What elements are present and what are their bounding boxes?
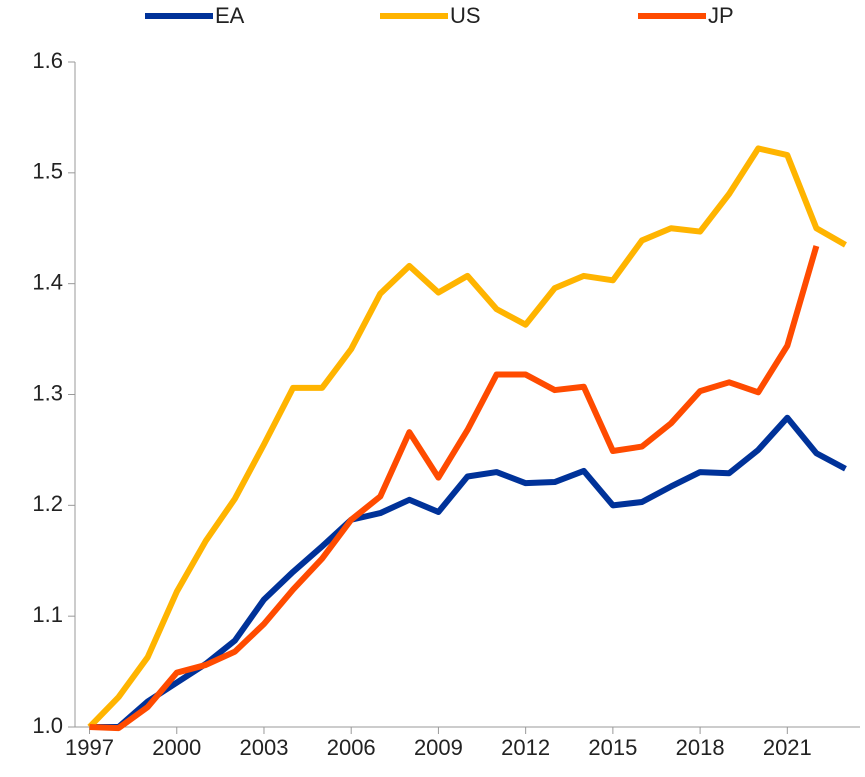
x-tick-label: 2000: [152, 735, 201, 760]
y-tick-label: 1.6: [32, 48, 63, 73]
line: [89, 245, 820, 732]
y-tick-label: 1.0: [32, 713, 63, 738]
y-tick-label: 1.4: [32, 269, 63, 294]
line: [87, 145, 847, 730]
line: [89, 414, 847, 730]
legend-label: US: [450, 3, 481, 28]
x-tick-label: 2021: [763, 735, 812, 760]
x-tick-label: 2012: [501, 735, 550, 760]
y-tick-label: 1.5: [32, 159, 63, 184]
x-tick-label: 2018: [676, 735, 725, 760]
x-tick-label: 1997: [65, 735, 114, 760]
legend-label: EA: [215, 3, 245, 28]
y-tick-label: 1.1: [32, 602, 63, 627]
x-tick-label: 2006: [327, 735, 376, 760]
x-tick-label: 2009: [414, 735, 463, 760]
x-tick-label: 2015: [588, 735, 637, 760]
y-tick-label: 1.3: [32, 380, 63, 405]
y-tick-label: 1.2: [32, 491, 63, 516]
legend-label: JP: [708, 3, 734, 28]
x-tick-label: 2003: [240, 735, 289, 760]
